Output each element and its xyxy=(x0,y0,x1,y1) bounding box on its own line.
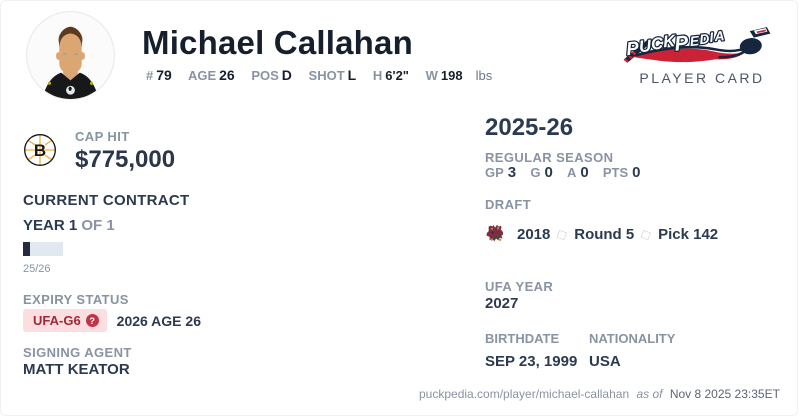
svg-text:B: B xyxy=(34,141,46,160)
svg-text:I: I xyxy=(709,30,715,45)
svg-text:D: D xyxy=(699,31,711,47)
svg-text:P: P xyxy=(673,31,689,55)
svg-text:A: A xyxy=(713,28,725,44)
